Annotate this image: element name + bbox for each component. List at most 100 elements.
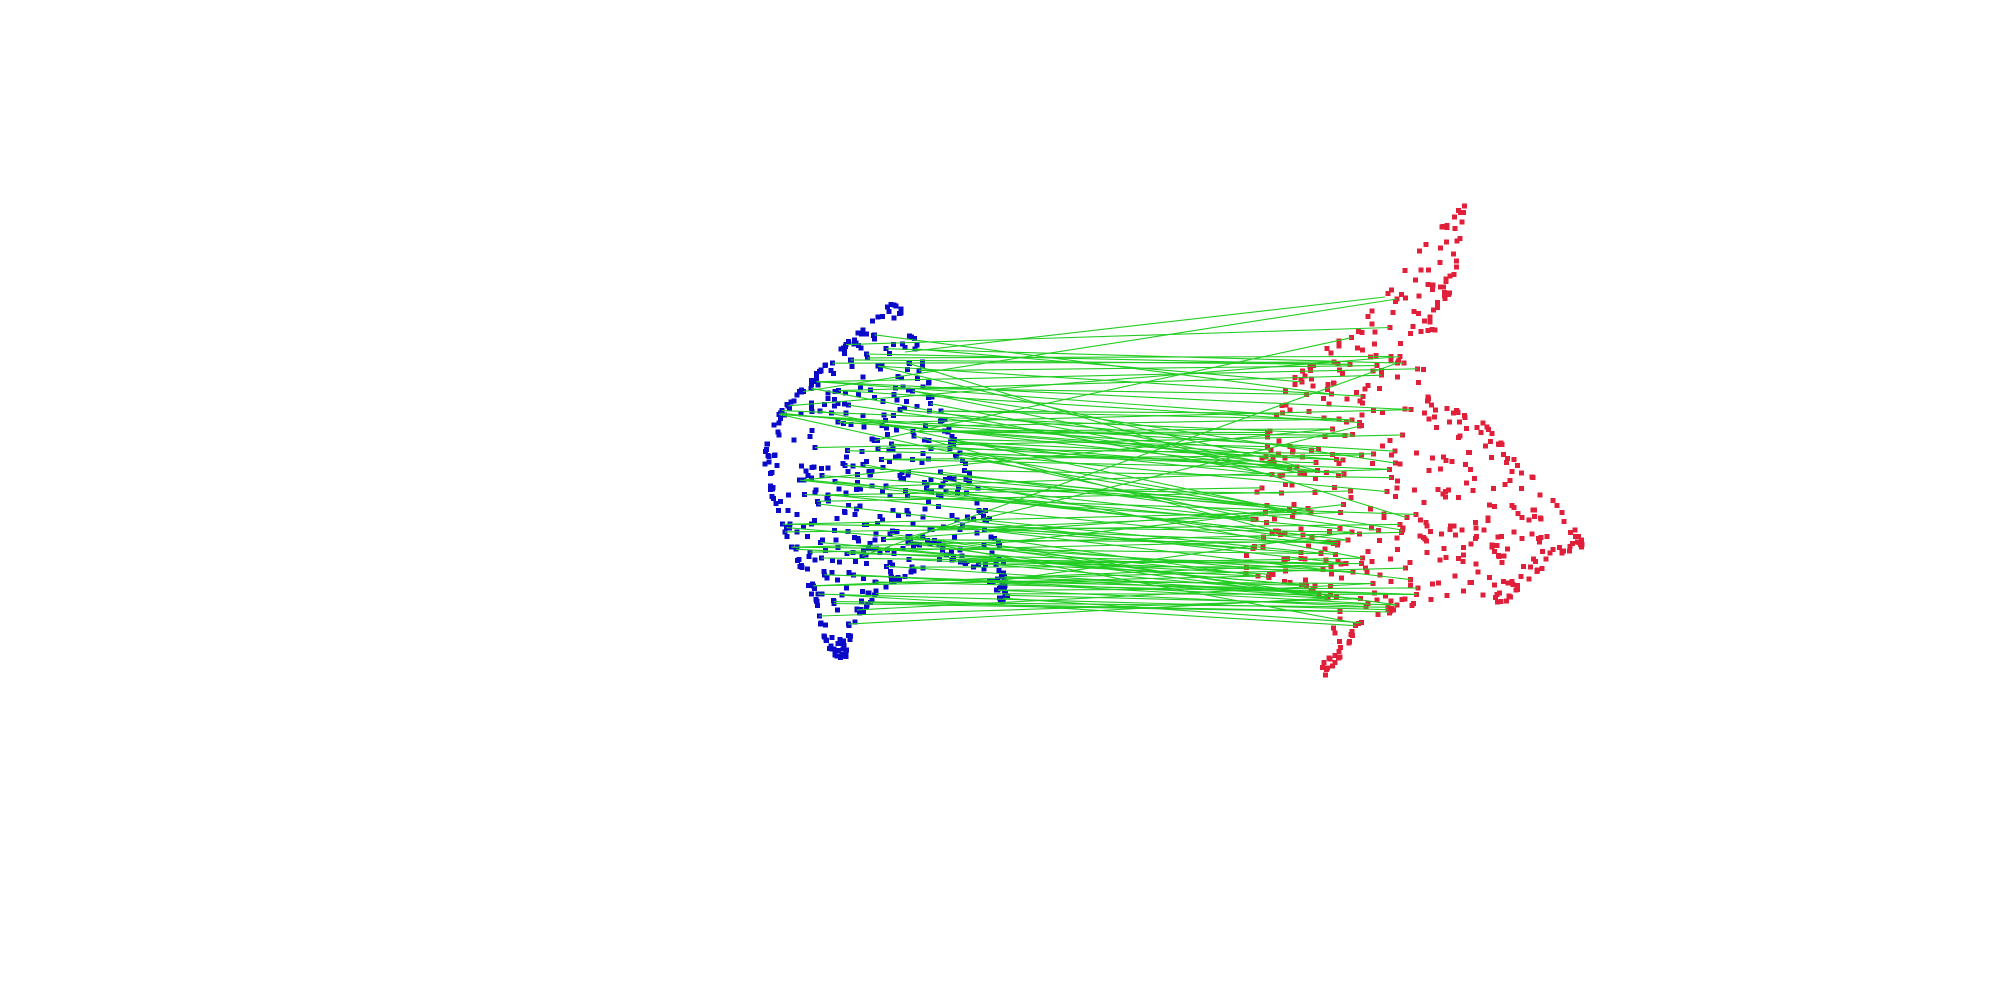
target-point bbox=[1488, 455, 1494, 460]
source-point bbox=[857, 503, 863, 509]
target-point bbox=[1309, 534, 1315, 540]
target-point bbox=[1537, 492, 1543, 498]
source-point bbox=[822, 634, 828, 640]
source-point bbox=[948, 550, 954, 556]
target-point bbox=[1456, 434, 1462, 440]
target-point bbox=[1353, 389, 1359, 395]
target-point bbox=[1322, 546, 1328, 552]
source-point bbox=[875, 437, 881, 443]
target-point bbox=[1556, 544, 1562, 550]
correspondence-line bbox=[940, 410, 1283, 414]
target-point bbox=[1560, 548, 1566, 554]
correspondence-line bbox=[877, 365, 1318, 472]
correspondence-line bbox=[1004, 575, 1361, 600]
target-point bbox=[1322, 672, 1328, 678]
source-point bbox=[904, 508, 910, 514]
target-point bbox=[1407, 582, 1413, 588]
correspondence-line bbox=[778, 413, 1272, 451]
correspondence-line bbox=[853, 574, 1368, 605]
source-point bbox=[791, 437, 797, 443]
correspondence-line bbox=[881, 458, 1290, 469]
target-point bbox=[1457, 235, 1463, 241]
source-point bbox=[825, 396, 831, 401]
source-point bbox=[818, 465, 824, 471]
target-point bbox=[1526, 517, 1532, 523]
source-point bbox=[891, 392, 897, 398]
source-point bbox=[828, 368, 834, 374]
target-point bbox=[1259, 455, 1265, 461]
target-point bbox=[1466, 450, 1472, 456]
correspondence-lines bbox=[778, 296, 1418, 627]
source-point bbox=[852, 619, 858, 625]
target-point bbox=[1402, 268, 1408, 274]
source-point bbox=[922, 437, 928, 443]
correspondence-line bbox=[1003, 597, 1362, 624]
target-point bbox=[1298, 376, 1304, 382]
source-point bbox=[879, 362, 885, 368]
correspondence-line bbox=[804, 494, 1417, 515]
target-point bbox=[1367, 506, 1373, 512]
target-point bbox=[1373, 353, 1379, 359]
target-point bbox=[1362, 565, 1368, 571]
target-point bbox=[1432, 327, 1438, 333]
source-point bbox=[959, 458, 965, 463]
target-point bbox=[1417, 533, 1423, 539]
target-point bbox=[1468, 467, 1474, 473]
source-point bbox=[981, 566, 987, 572]
correspondence-line bbox=[843, 409, 1412, 425]
source-point bbox=[1002, 583, 1008, 588]
target-point bbox=[1480, 420, 1486, 426]
correspondence-line bbox=[956, 456, 1403, 531]
target-point bbox=[1492, 503, 1498, 509]
correspondence-line bbox=[1005, 594, 1397, 606]
target-point bbox=[1547, 550, 1553, 556]
target-point bbox=[1290, 514, 1296, 520]
source-point bbox=[773, 501, 779, 507]
source-point bbox=[911, 336, 917, 342]
target-point bbox=[1254, 489, 1260, 495]
target-point bbox=[1416, 293, 1422, 299]
source-point bbox=[809, 475, 814, 481]
target-point bbox=[1452, 573, 1458, 579]
target-point bbox=[1349, 629, 1355, 635]
source-point bbox=[886, 447, 892, 453]
target-point bbox=[1423, 520, 1429, 526]
target-point bbox=[1337, 654, 1343, 660]
source-point bbox=[798, 463, 804, 469]
source-point bbox=[784, 533, 790, 539]
source-point bbox=[786, 405, 792, 411]
source-point bbox=[998, 585, 1004, 591]
source-point bbox=[835, 400, 841, 406]
target-point bbox=[1457, 419, 1463, 425]
target-point bbox=[1578, 544, 1584, 550]
target-point bbox=[1464, 480, 1470, 486]
correspondence-line bbox=[821, 557, 1342, 565]
source-point bbox=[818, 620, 824, 626]
source-point bbox=[898, 310, 904, 316]
target-point bbox=[1453, 264, 1459, 270]
target-point bbox=[1532, 514, 1538, 520]
target-point bbox=[1529, 531, 1535, 537]
source-point bbox=[863, 459, 869, 465]
source-point bbox=[805, 583, 811, 588]
target-point bbox=[1550, 498, 1556, 503]
target-point bbox=[1426, 416, 1432, 422]
target-point bbox=[1515, 463, 1521, 468]
source-point bbox=[843, 344, 849, 349]
source-point bbox=[997, 595, 1003, 601]
source-point bbox=[846, 632, 852, 638]
target-point bbox=[1450, 410, 1456, 416]
target-point bbox=[1486, 574, 1492, 580]
target-point bbox=[1395, 374, 1401, 380]
source-point bbox=[843, 654, 849, 660]
source-point bbox=[860, 327, 866, 333]
source-point bbox=[854, 479, 860, 485]
source-point bbox=[946, 425, 952, 431]
correspondence-line bbox=[838, 390, 1360, 424]
correspondence-line bbox=[944, 428, 1333, 432]
correspondence-line bbox=[877, 447, 1374, 455]
source-point bbox=[853, 559, 858, 565]
source-point bbox=[842, 508, 848, 514]
source-point bbox=[762, 461, 768, 467]
source-point bbox=[869, 598, 875, 603]
